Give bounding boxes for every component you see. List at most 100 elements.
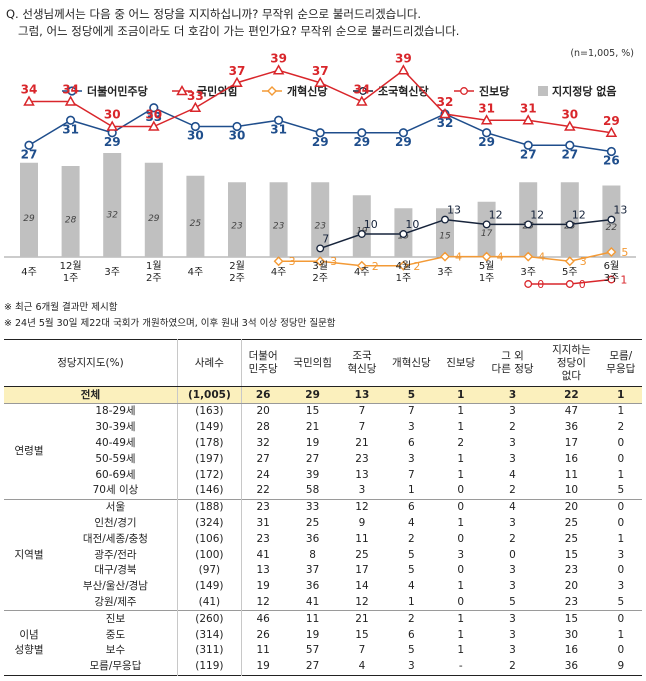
row-value: 7 — [408, 405, 415, 418]
row-value: 3 — [509, 452, 516, 465]
point-reform — [523, 251, 534, 262]
point-cho — [441, 215, 449, 224]
x-tick-label: 4주 — [188, 267, 204, 278]
point-cho — [357, 230, 366, 238]
point-ppp — [23, 95, 35, 106]
data-label-cho: 10 — [364, 218, 378, 231]
table-header-0: 정당지지도(%) — [4, 339, 178, 387]
row-value: 41 — [305, 595, 320, 608]
row-n: (314) — [177, 627, 242, 643]
group-label-text: 연령별 — [14, 444, 44, 457]
point-ppp — [480, 114, 493, 125]
point-cho — [607, 215, 616, 224]
row-value: 19 — [305, 628, 320, 641]
row-value: 27 — [305, 452, 320, 465]
data-label-reform: 5 — [621, 246, 628, 259]
row-value: 21 — [340, 610, 384, 628]
party-support-chart: 더불어민주당 국민의힘 개혁신당 조국혁신당 진보당 지지정당 없음 29 28 32 29 25 2… — [4, 30, 642, 295]
data-label-minjoo: 32 — [437, 116, 454, 130]
table-header-text: 다른 정당 — [491, 363, 534, 375]
row-value: 27 — [305, 660, 320, 673]
point-reform — [564, 256, 575, 267]
x-tick-label: 4월 — [396, 260, 412, 272]
row-value: 4 — [509, 468, 516, 481]
legend-label-2: 개혁신당 — [287, 84, 327, 98]
row-value: 36 — [305, 580, 320, 593]
row-value: 36 — [564, 660, 579, 673]
data-label-ppp: 39 — [395, 51, 412, 65]
row-value: 8 — [309, 548, 316, 561]
row-n: (178) — [177, 435, 242, 452]
row-n: (188) — [177, 498, 242, 516]
table-row: 부산/울산/경남 (149) 19 36 14 4 1 3 20 3 — [4, 578, 642, 595]
row-value: 16 — [564, 644, 579, 657]
table-header-5: 개혁신당 — [383, 339, 440, 387]
point-ppp — [272, 64, 285, 75]
legend-marker-4 — [460, 87, 468, 95]
row-n: (149) — [177, 578, 242, 595]
row-value: 0 — [457, 564, 465, 577]
row-value: 3 — [617, 548, 625, 561]
x-tick-label: 5월 — [479, 260, 495, 272]
row-value: 25 — [564, 516, 579, 529]
x-tick-label: 5주 — [562, 267, 578, 278]
row-value: 15 — [305, 405, 320, 418]
row-label: 70세 이상 — [54, 482, 178, 500]
point-ppp — [522, 114, 534, 125]
table-header-7: 그 외 다른 정당 — [481, 339, 544, 387]
data-label-cho: 10 — [405, 218, 419, 231]
row-value: 5 — [509, 595, 516, 608]
row-value: 23 — [355, 452, 369, 465]
row-value: 30 — [564, 628, 579, 641]
table-row: 70세 이상 (146) 22 58 3 1 0 2 10 5 — [4, 482, 642, 500]
point-cho — [482, 220, 491, 229]
table-row: 대전/세종/충청 (106) 23 36 11 2 0 2 25 1 — [4, 531, 642, 548]
table-row: 40-49세 (178) 32 19 21 6 2 3 17 0 — [4, 435, 642, 452]
data-label-reform: 4 — [455, 251, 462, 264]
point-reform — [356, 260, 367, 271]
row-value: 13 — [340, 386, 384, 404]
row-n: (41) — [177, 594, 242, 611]
row-value: 21 — [355, 436, 369, 449]
data-label-ppp: 34 — [21, 83, 38, 97]
row-value: 1 — [617, 628, 625, 641]
data-label-minjoo: 29 — [353, 135, 370, 149]
row-value: 2 — [509, 660, 516, 673]
row-value: 6 — [408, 436, 415, 449]
question: Q. 선생님께서는 다음 중 어느 정당을 지지하십니까? 무작위 순으로 불러… — [6, 6, 640, 40]
row-label: 모름/무응답 — [54, 658, 178, 676]
group-label: 지역별 — [4, 498, 54, 611]
bar-no-party — [352, 195, 371, 257]
point-ppp — [439, 107, 451, 119]
bar-no-party — [228, 182, 246, 257]
series-line-cho — [319, 218, 612, 250]
x-tick-label: 4주 — [271, 267, 287, 278]
row-value: 3 — [509, 580, 516, 593]
note-1: ※ 최근 6개월 결과만 제시함 — [4, 302, 118, 313]
point-progressive — [565, 280, 574, 288]
x-tick-label: 1주 — [396, 273, 412, 284]
row-value: 23 — [256, 532, 270, 545]
crosstab-table: 정당지지도(%) 사례수 더불어 민주당 국민의힘 조국 혁신당 개혁신당 진보당 그 외 다른 정… — [4, 339, 642, 676]
data-label-ppp: 31 — [520, 101, 537, 115]
legend-label-1: 국민의힘 — [197, 84, 237, 98]
row-label: 18-29세 — [54, 403, 178, 420]
row-n: (97) — [177, 562, 242, 579]
legend-label-no-party: 지지정당 없음 — [552, 84, 617, 98]
table-header-text: 국민의힘 — [293, 356, 332, 369]
table-row: 50-59세 (197) 27 27 23 3 1 3 16 0 — [4, 451, 642, 468]
data-label-minjoo: 31 — [270, 122, 287, 136]
table-header-row: 정당지지도(%) 사례수 더불어 민주당 국민의힘 조국 혁신당 개혁신당 진보당 그 외 다른 정… — [4, 339, 642, 387]
row-value: 12 — [256, 595, 270, 608]
point-ppp — [397, 64, 410, 75]
point-minjoo — [274, 115, 284, 125]
legend-marker-2 — [267, 86, 277, 96]
data-label-ppp: 39 — [270, 51, 287, 65]
bar-no-party — [560, 182, 579, 257]
point-minjoo — [398, 128, 409, 138]
row-value: 36 — [564, 421, 579, 434]
data-label-minjoo: 30 — [187, 129, 204, 143]
row-value: 2 — [509, 532, 516, 545]
row-value: 3 — [358, 484, 366, 497]
